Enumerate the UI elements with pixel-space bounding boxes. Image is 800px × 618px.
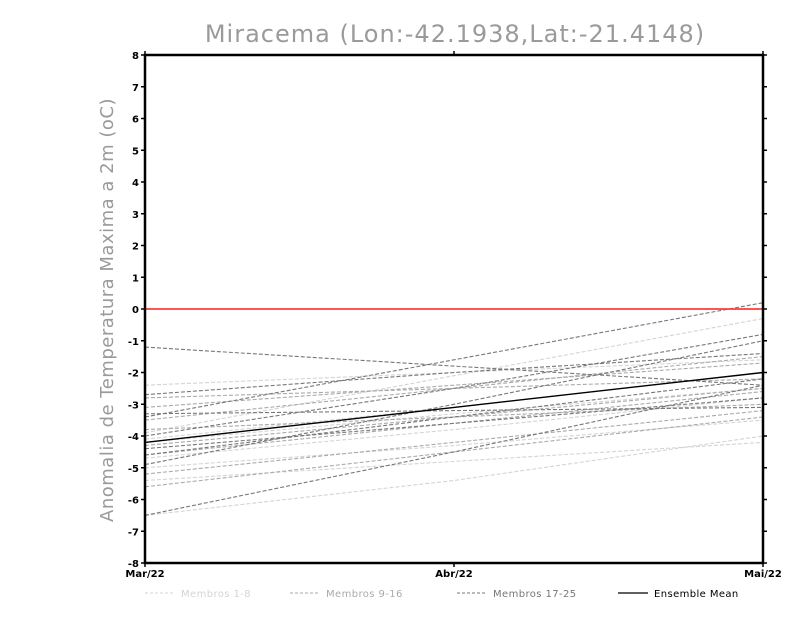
member-series-line-11 bbox=[144, 356, 764, 421]
y-tick-label: 0 bbox=[132, 305, 139, 316]
y-tick-label: -2 bbox=[128, 369, 139, 380]
member-series-line-12 bbox=[144, 410, 764, 475]
member-series-line-5 bbox=[144, 397, 764, 459]
member-series-line-6 bbox=[144, 435, 764, 516]
member-series-line-24 bbox=[144, 406, 764, 415]
y-axis-label: Anomalia de Temperatura Maxima a 2m (oC) bbox=[97, 98, 118, 522]
y-tick-label: -7 bbox=[128, 527, 139, 538]
member-series-line-17 bbox=[144, 346, 764, 386]
x-tick-label: Mai/22 bbox=[744, 569, 782, 580]
chart-title: Miracema (Lon:-42.1938,Lat:-21.4148) bbox=[205, 20, 705, 48]
y-tick-label: -6 bbox=[128, 496, 139, 507]
member-series-line-10 bbox=[144, 387, 764, 447]
legend-label: Membros 1-8 bbox=[181, 589, 251, 600]
member-series-line-8 bbox=[144, 387, 764, 443]
member-series-line-22 bbox=[144, 384, 764, 516]
y-tick-label: 8 bbox=[132, 51, 139, 62]
y-tick-label: -3 bbox=[128, 400, 139, 411]
member-series-line-7 bbox=[144, 317, 764, 434]
y-tick-label: 6 bbox=[132, 115, 139, 126]
member-series-line-19 bbox=[144, 340, 764, 466]
member-series-line-20 bbox=[144, 397, 764, 450]
member-series-line-23 bbox=[144, 333, 764, 437]
member-series-line-15 bbox=[144, 416, 764, 488]
legend-label: Membros 17-25 bbox=[493, 589, 577, 600]
y-tick-label: 3 bbox=[132, 210, 139, 221]
y-tick-label: -1 bbox=[128, 337, 139, 348]
member-series-line-16 bbox=[144, 403, 764, 431]
x-tick-label: Abr/22 bbox=[435, 569, 472, 580]
x-tick-label: Mar/22 bbox=[125, 569, 164, 580]
y-tick-label: 2 bbox=[132, 242, 139, 253]
member-series-line-13 bbox=[144, 362, 764, 408]
y-tick-label: -8 bbox=[128, 559, 139, 570]
member-series-line-25 bbox=[144, 378, 764, 456]
member-series-line-21 bbox=[144, 352, 764, 396]
y-tick-label: 4 bbox=[132, 178, 139, 189]
legend-label: Ensemble Mean bbox=[654, 589, 739, 600]
y-tick-label: 7 bbox=[132, 83, 139, 94]
ensemble-mean-line bbox=[144, 371, 764, 444]
y-tick-label: -5 bbox=[128, 464, 139, 475]
member-series-line-18 bbox=[144, 302, 764, 418]
legend-label: Membros 9-16 bbox=[326, 589, 403, 600]
y-tick-label: 1 bbox=[132, 273, 139, 284]
member-series-line-4 bbox=[144, 441, 764, 482]
y-tick-label: 5 bbox=[132, 146, 139, 157]
series-group bbox=[144, 302, 764, 516]
y-tick-label: -4 bbox=[128, 432, 139, 443]
legend: Membros 1-8 Membros 9-16 Membros 17-25 Ense… bbox=[145, 589, 739, 600]
